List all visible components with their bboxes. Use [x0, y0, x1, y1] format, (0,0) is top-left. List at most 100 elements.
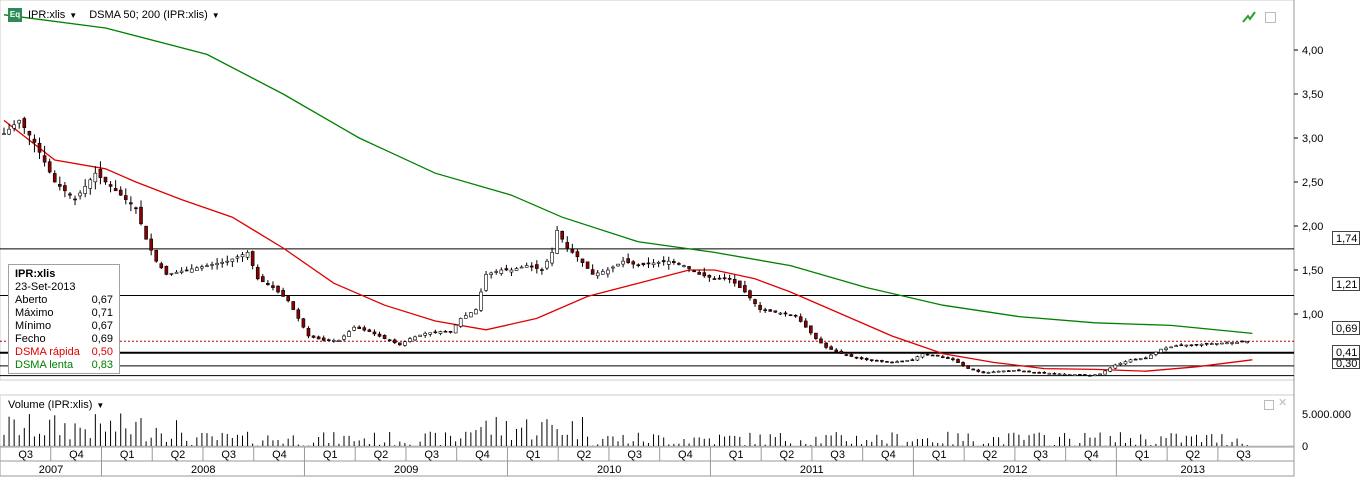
candle-body — [514, 268, 519, 271]
candle-body — [626, 258, 630, 263]
price-tick-label: 3,00 — [1302, 133, 1323, 145]
info-label: Fecho — [15, 333, 46, 345]
candle-body — [42, 155, 47, 163]
candle-body — [499, 269, 504, 274]
candle-body — [753, 299, 757, 305]
candle-body — [1032, 371, 1036, 374]
candle-body — [1108, 367, 1113, 372]
quarter-label: Q3 — [1236, 449, 1251, 461]
candle-body — [453, 324, 458, 334]
candle-body — [266, 282, 270, 285]
candle-body — [702, 272, 707, 277]
candle-body — [773, 310, 778, 313]
candle-body — [63, 185, 67, 192]
candle-body — [1199, 343, 1204, 346]
candle-body — [1047, 372, 1052, 375]
candle-body — [134, 207, 138, 210]
candle-body — [697, 272, 702, 275]
candle-body — [621, 260, 625, 265]
year-label: 2007 — [39, 464, 63, 476]
candle-body — [169, 272, 174, 275]
candle-body — [834, 349, 839, 352]
candle-body — [1027, 370, 1031, 373]
candle-body — [1174, 345, 1179, 347]
candle-body — [1128, 359, 1133, 363]
maximize-icon[interactable] — [1265, 12, 1276, 23]
candle-body — [1220, 342, 1224, 345]
chevron-down-icon[interactable]: ▼ — [69, 10, 78, 20]
info-value: 0,69 — [91, 333, 113, 345]
quarter-label: Q4 — [69, 449, 84, 461]
trend-icon[interactable] — [1242, 10, 1256, 24]
candle-body — [1093, 374, 1097, 377]
candle-body — [392, 339, 397, 344]
volume-close-icon[interactable]: ✕ — [1278, 397, 1288, 409]
info-date-row: 23-Set-2013 — [15, 281, 113, 294]
candle-body — [666, 260, 671, 265]
candle-body — [215, 263, 219, 266]
volume-maximize-icon[interactable] — [1264, 400, 1274, 410]
volume-selector[interactable]: Volume (IPR:xlis) — [8, 399, 93, 411]
price-tick-label: 4,00 — [1302, 45, 1323, 57]
candle-body — [1006, 370, 1011, 372]
candle-body — [1138, 358, 1143, 360]
quarter-label: Q3 — [221, 449, 236, 461]
candle-body — [68, 193, 72, 196]
candle-body — [144, 225, 148, 240]
candle-body — [575, 251, 580, 258]
candle-body — [758, 304, 762, 310]
info-row-aberto: Aberto 0,67 — [15, 294, 113, 307]
candle-body — [438, 331, 443, 334]
candle-body — [332, 340, 336, 342]
candle-body — [418, 334, 422, 337]
candle-body — [1245, 341, 1250, 344]
symbol-selector[interactable]: IPR:xlis — [28, 9, 66, 21]
candle-body — [1204, 342, 1209, 345]
candle-body — [1215, 343, 1219, 345]
quarter-label: Q4 — [678, 449, 693, 461]
candle-body — [387, 339, 392, 342]
candle-body — [286, 296, 290, 302]
candle-body — [743, 285, 747, 293]
chevron-down-icon[interactable]: ▼ — [96, 400, 105, 410]
candle-body — [859, 357, 864, 360]
candle-body — [372, 331, 377, 335]
quarter-label: Q1 — [932, 449, 947, 461]
candle-body — [1209, 343, 1214, 345]
candle-body — [641, 262, 646, 266]
candle-body — [798, 316, 803, 322]
candle-body — [839, 350, 844, 354]
indicator-selector[interactable]: DSMA 50; 200 (IPR:xlis) — [89, 9, 208, 21]
candle-body — [78, 192, 82, 197]
quarter-label: Q3 — [1033, 449, 1048, 461]
candle-body — [910, 359, 915, 361]
candle-body — [849, 354, 854, 357]
candle-body — [337, 340, 341, 342]
candle-body — [869, 359, 874, 361]
candle-body — [692, 270, 696, 273]
candle-body — [88, 179, 93, 189]
chevron-down-icon[interactable]: ▼ — [211, 10, 220, 20]
candle-body — [12, 124, 16, 129]
candle-body — [1133, 358, 1138, 361]
info-label: DSMA rápida — [15, 346, 80, 358]
candle-body — [139, 206, 143, 225]
equity-badge: Eq — [8, 8, 22, 22]
candle-body — [98, 168, 103, 178]
candle-body — [398, 342, 402, 346]
year-label: 2011 — [800, 464, 824, 476]
candle-body — [7, 128, 11, 135]
price-tick-label: 3,50 — [1302, 89, 1323, 101]
candle-body — [854, 356, 859, 359]
volume-tick-label: 0 — [1302, 441, 1308, 453]
candle-body — [311, 335, 316, 338]
candle-body — [357, 326, 362, 329]
candle-body — [1164, 347, 1168, 350]
candle-body — [1143, 357, 1148, 360]
candle-body — [981, 371, 986, 374]
candle-body — [413, 336, 417, 341]
candle-body — [260, 276, 265, 283]
candle-body — [1052, 372, 1057, 375]
candle-body — [17, 120, 22, 124]
candle-body — [469, 312, 473, 318]
